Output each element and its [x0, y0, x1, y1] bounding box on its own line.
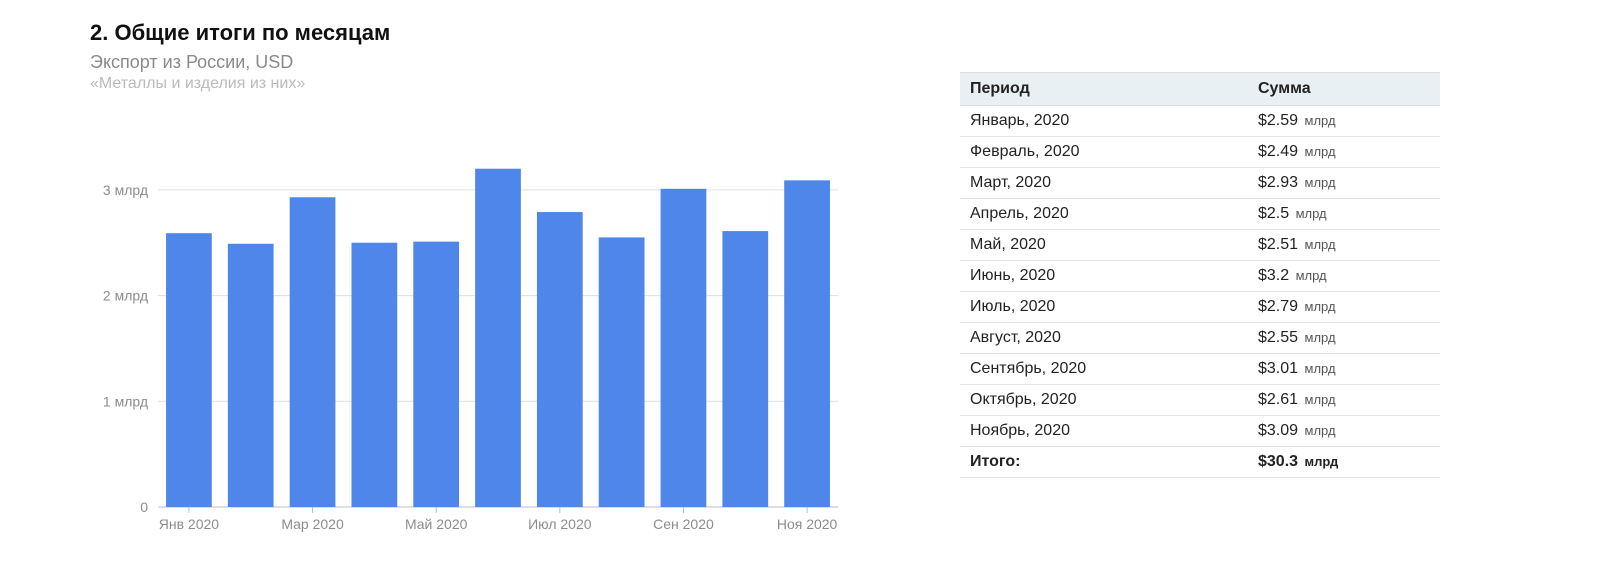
- chart-panel: 2. Общие итоги по месяцам Экспорт из Рос…: [90, 20, 850, 543]
- table-row: Август, 2020$2.55 млрд: [960, 323, 1440, 354]
- cell-sum: $2.55 млрд: [1248, 323, 1440, 354]
- chart-subtitle: «Металлы и изделия из них»: [90, 75, 850, 93]
- cell-period: Июнь, 2020: [960, 261, 1248, 292]
- bar: [599, 237, 645, 507]
- table-row: Апрель, 2020$2.5 млрд: [960, 199, 1440, 230]
- cell-period: Ноябрь, 2020: [960, 416, 1248, 447]
- bar: [475, 169, 521, 507]
- x-tick-label: Мар 2020: [281, 516, 344, 532]
- summary-table: Период Сумма Январь, 2020$2.59 млрдФевра…: [960, 72, 1440, 478]
- table-header-row: Период Сумма: [960, 73, 1440, 106]
- table-body: Январь, 2020$2.59 млрдФевраль, 2020$2.49…: [960, 106, 1440, 478]
- x-tick-label: Ноя 2020: [777, 516, 838, 532]
- y-tick-label: 1 млрд: [103, 393, 148, 409]
- cell-sum: $2.5 млрд: [1248, 199, 1440, 230]
- table-row: Март, 2020$2.93 млрд: [960, 168, 1440, 199]
- cell-sum: $3.09 млрд: [1248, 416, 1440, 447]
- table-row: Ноябрь, 2020$3.09 млрд: [960, 416, 1440, 447]
- bar: [661, 189, 707, 507]
- dashboard-container: 2. Общие итоги по месяцам Экспорт из Рос…: [90, 20, 1510, 543]
- table-row: Октябрь, 2020$2.61 млрд: [960, 385, 1440, 416]
- bar: [413, 242, 459, 507]
- table-row: Январь, 2020$2.59 млрд: [960, 106, 1440, 137]
- table-row: Июнь, 2020$3.2 млрд: [960, 261, 1440, 292]
- bar: [228, 244, 274, 507]
- cell-period: Август, 2020: [960, 323, 1248, 354]
- section-heading: 2. Общие итоги по месяцам: [90, 20, 850, 46]
- cell-sum: $2.51 млрд: [1248, 230, 1440, 261]
- table-panel: Период Сумма Январь, 2020$2.59 млрдФевра…: [960, 72, 1440, 478]
- cell-period: Апрель, 2020: [960, 199, 1248, 230]
- table-row: Май, 2020$2.51 млрд: [960, 230, 1440, 261]
- cell-period: Май, 2020: [960, 230, 1248, 261]
- table-row: Июль, 2020$2.79 млрд: [960, 292, 1440, 323]
- table-total-row: Итого:$30.3 млрд: [960, 447, 1440, 478]
- bar: [537, 212, 583, 507]
- y-tick-label: 3 млрд: [103, 182, 148, 198]
- bar: [784, 180, 830, 507]
- cell-total-sum: $30.3 млрд: [1248, 447, 1440, 478]
- bar: [166, 233, 212, 507]
- cell-period: Январь, 2020: [960, 106, 1248, 137]
- cell-sum: $3.01 млрд: [1248, 354, 1440, 385]
- cell-period: Октябрь, 2020: [960, 385, 1248, 416]
- col-sum: Сумма: [1248, 73, 1440, 106]
- cell-sum: $2.61 млрд: [1248, 385, 1440, 416]
- cell-sum: $3.2 млрд: [1248, 261, 1440, 292]
- cell-sum: $2.93 млрд: [1248, 168, 1440, 199]
- cell-total-label: Итого:: [960, 447, 1248, 478]
- bar: [290, 197, 336, 507]
- bar-chart-svg: 0 1 млрд 2 млрд 3 млрд Янв 2020 Мар 2020 Май 2…: [90, 113, 850, 543]
- y-tick-label: 2 млрд: [103, 288, 148, 304]
- cell-sum: $2.79 млрд: [1248, 292, 1440, 323]
- x-tick-label: Май 2020: [405, 516, 468, 532]
- cell-period: Сентябрь, 2020: [960, 354, 1248, 385]
- cell-sum: $2.49 млрд: [1248, 137, 1440, 168]
- x-tick-label: Июл 2020: [528, 516, 592, 532]
- x-tick-label: Сен 2020: [653, 516, 714, 532]
- bar-chart: 0 1 млрд 2 млрд 3 млрд Янв 2020 Мар 2020 Май 2…: [90, 113, 850, 543]
- table-row: Сентябрь, 2020$3.01 млрд: [960, 354, 1440, 385]
- chart-title: Экспорт из России, USD: [90, 52, 850, 73]
- cell-period: Июль, 2020: [960, 292, 1248, 323]
- x-tick-label: Янв 2020: [159, 516, 220, 532]
- cell-sum: $2.59 млрд: [1248, 106, 1440, 137]
- col-period: Период: [960, 73, 1248, 106]
- y-tick-label: 0: [140, 499, 148, 515]
- bar: [722, 231, 768, 507]
- cell-period: Март, 2020: [960, 168, 1248, 199]
- table-row: Февраль, 2020$2.49 млрд: [960, 137, 1440, 168]
- bar: [351, 243, 397, 507]
- cell-period: Февраль, 2020: [960, 137, 1248, 168]
